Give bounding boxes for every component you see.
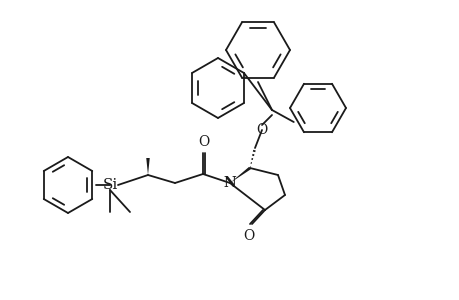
Text: N: N xyxy=(223,176,236,190)
Text: O: O xyxy=(256,123,267,137)
Polygon shape xyxy=(146,158,150,175)
Polygon shape xyxy=(230,167,250,183)
Text: Si: Si xyxy=(102,178,118,192)
Text: O: O xyxy=(198,135,209,149)
Text: O: O xyxy=(243,229,254,243)
